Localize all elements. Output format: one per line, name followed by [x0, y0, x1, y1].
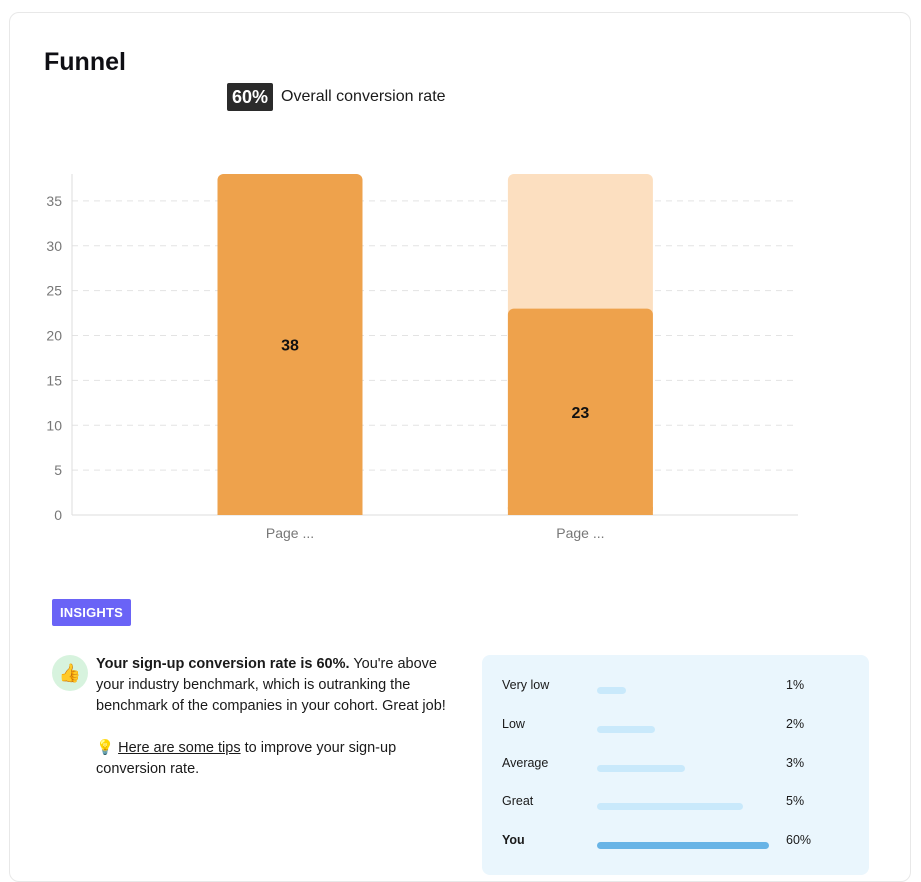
insight-text: Your sign-up conversion rate is 60%. You…: [96, 654, 456, 780]
benchmark-label: You: [502, 833, 525, 847]
benchmark-bar: [597, 803, 743, 810]
tips-link[interactable]: Here are some tips: [118, 740, 241, 756]
y-tick-label: 25: [46, 283, 62, 299]
benchmark-value: 5%: [786, 794, 805, 808]
x-tick-label: Page ...: [266, 525, 314, 541]
benchmark-bar: [597, 842, 769, 849]
benchmark-value: 3%: [786, 756, 805, 770]
benchmark-label: Low: [502, 717, 525, 731]
benchmark-row-you: You 60%: [502, 833, 852, 853]
tips-text: to improve your sign-up conversion rate.: [96, 740, 397, 777]
x-tick-label: Page ...: [556, 525, 604, 541]
y-tick-label: 0: [54, 507, 62, 523]
benchmark-label: Average: [502, 756, 549, 770]
conversion-summary: 60% Overall conversion rate: [227, 83, 446, 111]
bar-base: [507, 507, 653, 515]
y-tick-label: 20: [46, 328, 62, 344]
bar-base: [217, 507, 363, 515]
benchmark-row-low: Low 2%: [502, 717, 852, 737]
y-tick-label: 10: [46, 417, 62, 433]
conversion-rate-label: Overall conversion rate: [281, 88, 446, 105]
benchmark-panel: Very low 1% Low 2% Average 3% Great 5% Y…: [482, 655, 869, 875]
benchmark-bar: [597, 765, 685, 772]
insights-badge: INSIGHTS: [52, 599, 131, 626]
benchmark-label: Great: [502, 794, 534, 808]
bar: [217, 174, 363, 515]
y-tick-label: 5: [54, 462, 62, 478]
benchmark-row-average: Average 3%: [502, 756, 852, 776]
conversion-rate-badge: 60%: [227, 83, 274, 111]
funnel-chart: 0 5 10 15 20 25 30 35 38 Page ... 23 Page ...: [46, 174, 798, 541]
y-tick-label: 30: [46, 238, 62, 254]
benchmark-value: 1%: [786, 678, 805, 692]
benchmark-value: 60%: [786, 833, 812, 847]
lightbulb-icon: 💡: [96, 740, 115, 756]
y-tick-label: 35: [46, 193, 62, 209]
benchmark-value: 2%: [786, 717, 805, 731]
benchmark-bar: [597, 726, 655, 733]
y-tick-label: 15: [46, 372, 62, 388]
data-label: 38: [281, 338, 299, 355]
benchmark-label: Very low: [502, 678, 550, 692]
benchmark-row-great: Great 5%: [502, 794, 852, 814]
tips-paragraph: 💡 Here are some tips to improve your sig…: [96, 738, 456, 780]
insight-body: You're above your industry benchmark, wh…: [96, 656, 446, 714]
benchmark-bar: [597, 687, 626, 694]
bar: [507, 308, 653, 515]
benchmark-row-very-low: Very low 1%: [502, 678, 852, 698]
thumbs-up-icon: 👍: [52, 655, 88, 691]
page-title: Funnel: [44, 48, 126, 76]
insight-headline: Your sign-up conversion rate is 60%.: [96, 656, 350, 672]
data-label: 23: [572, 405, 590, 422]
insight-paragraph: Your sign-up conversion rate is 60%. You…: [96, 654, 456, 717]
